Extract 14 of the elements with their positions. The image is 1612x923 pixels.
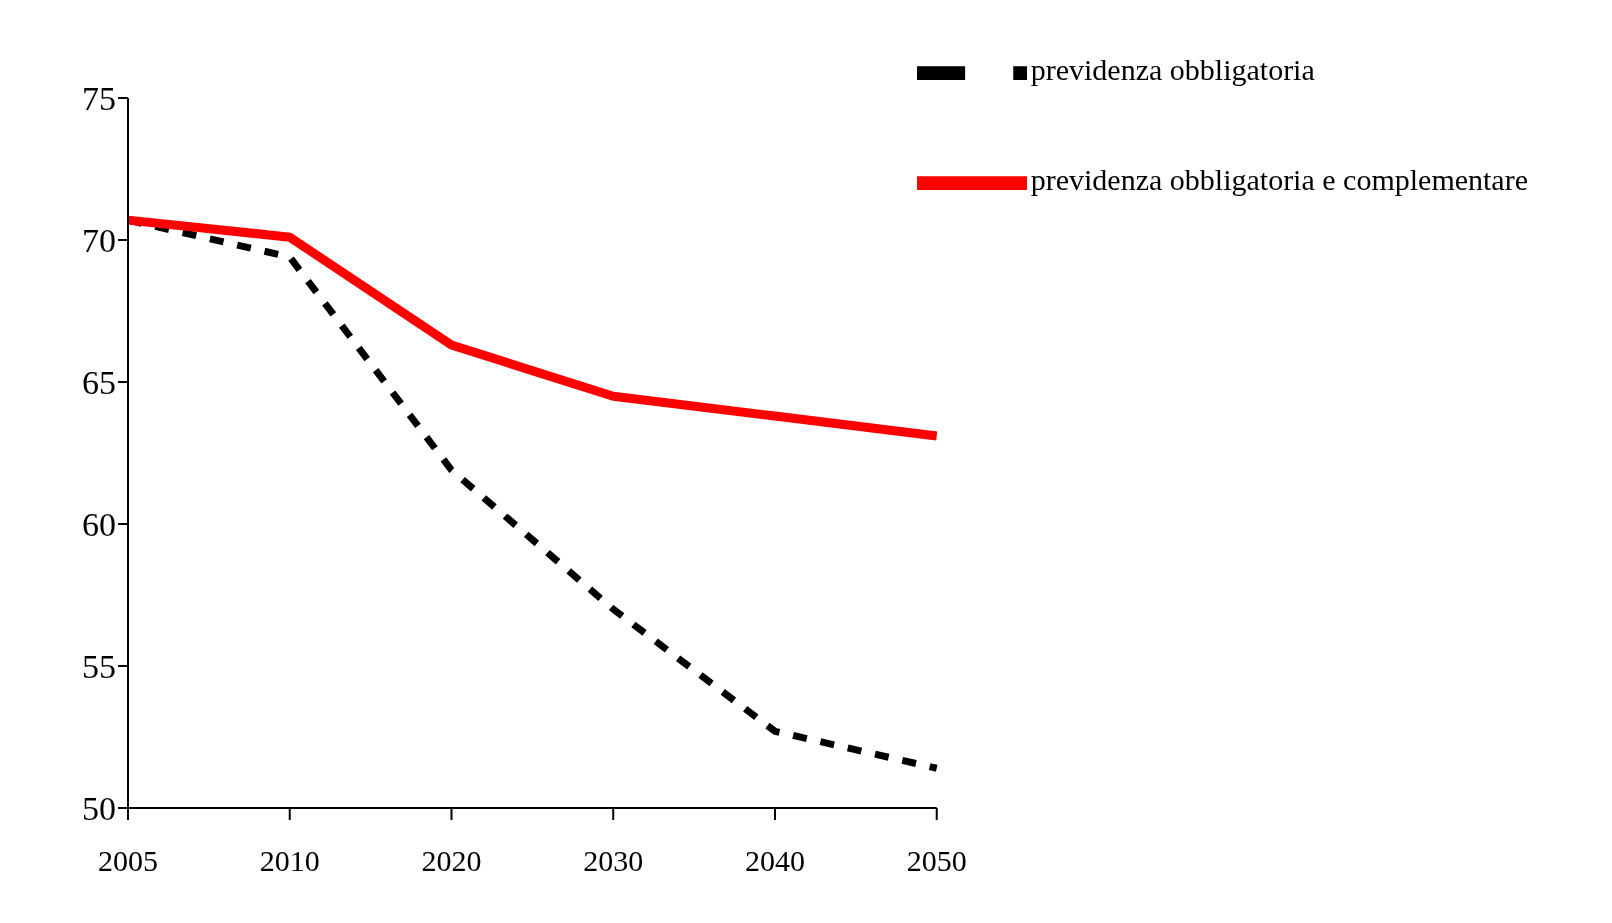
x-tick-label: 2005 (98, 844, 158, 878)
y-tick-label: 60 (82, 506, 116, 544)
x-tick-label: 2010 (259, 844, 320, 878)
y-tick-label: 65 (82, 364, 116, 402)
x-tick-label: 2050 (906, 844, 967, 878)
y-tick-label: 50 (82, 790, 116, 828)
y-tick-label: 55 (82, 648, 116, 686)
y-tick-label: 75 (82, 80, 116, 118)
x-tick-label: 2040 (744, 844, 805, 878)
x-tick-label: 2030 (583, 844, 644, 878)
legend-label: previdenza obbligatoria e complementare (1030, 162, 1528, 196)
legend-label: previdenza obbligatoria (1030, 52, 1315, 86)
x-tick-label: 2020 (421, 844, 482, 878)
y-tick-label: 70 (82, 222, 116, 260)
